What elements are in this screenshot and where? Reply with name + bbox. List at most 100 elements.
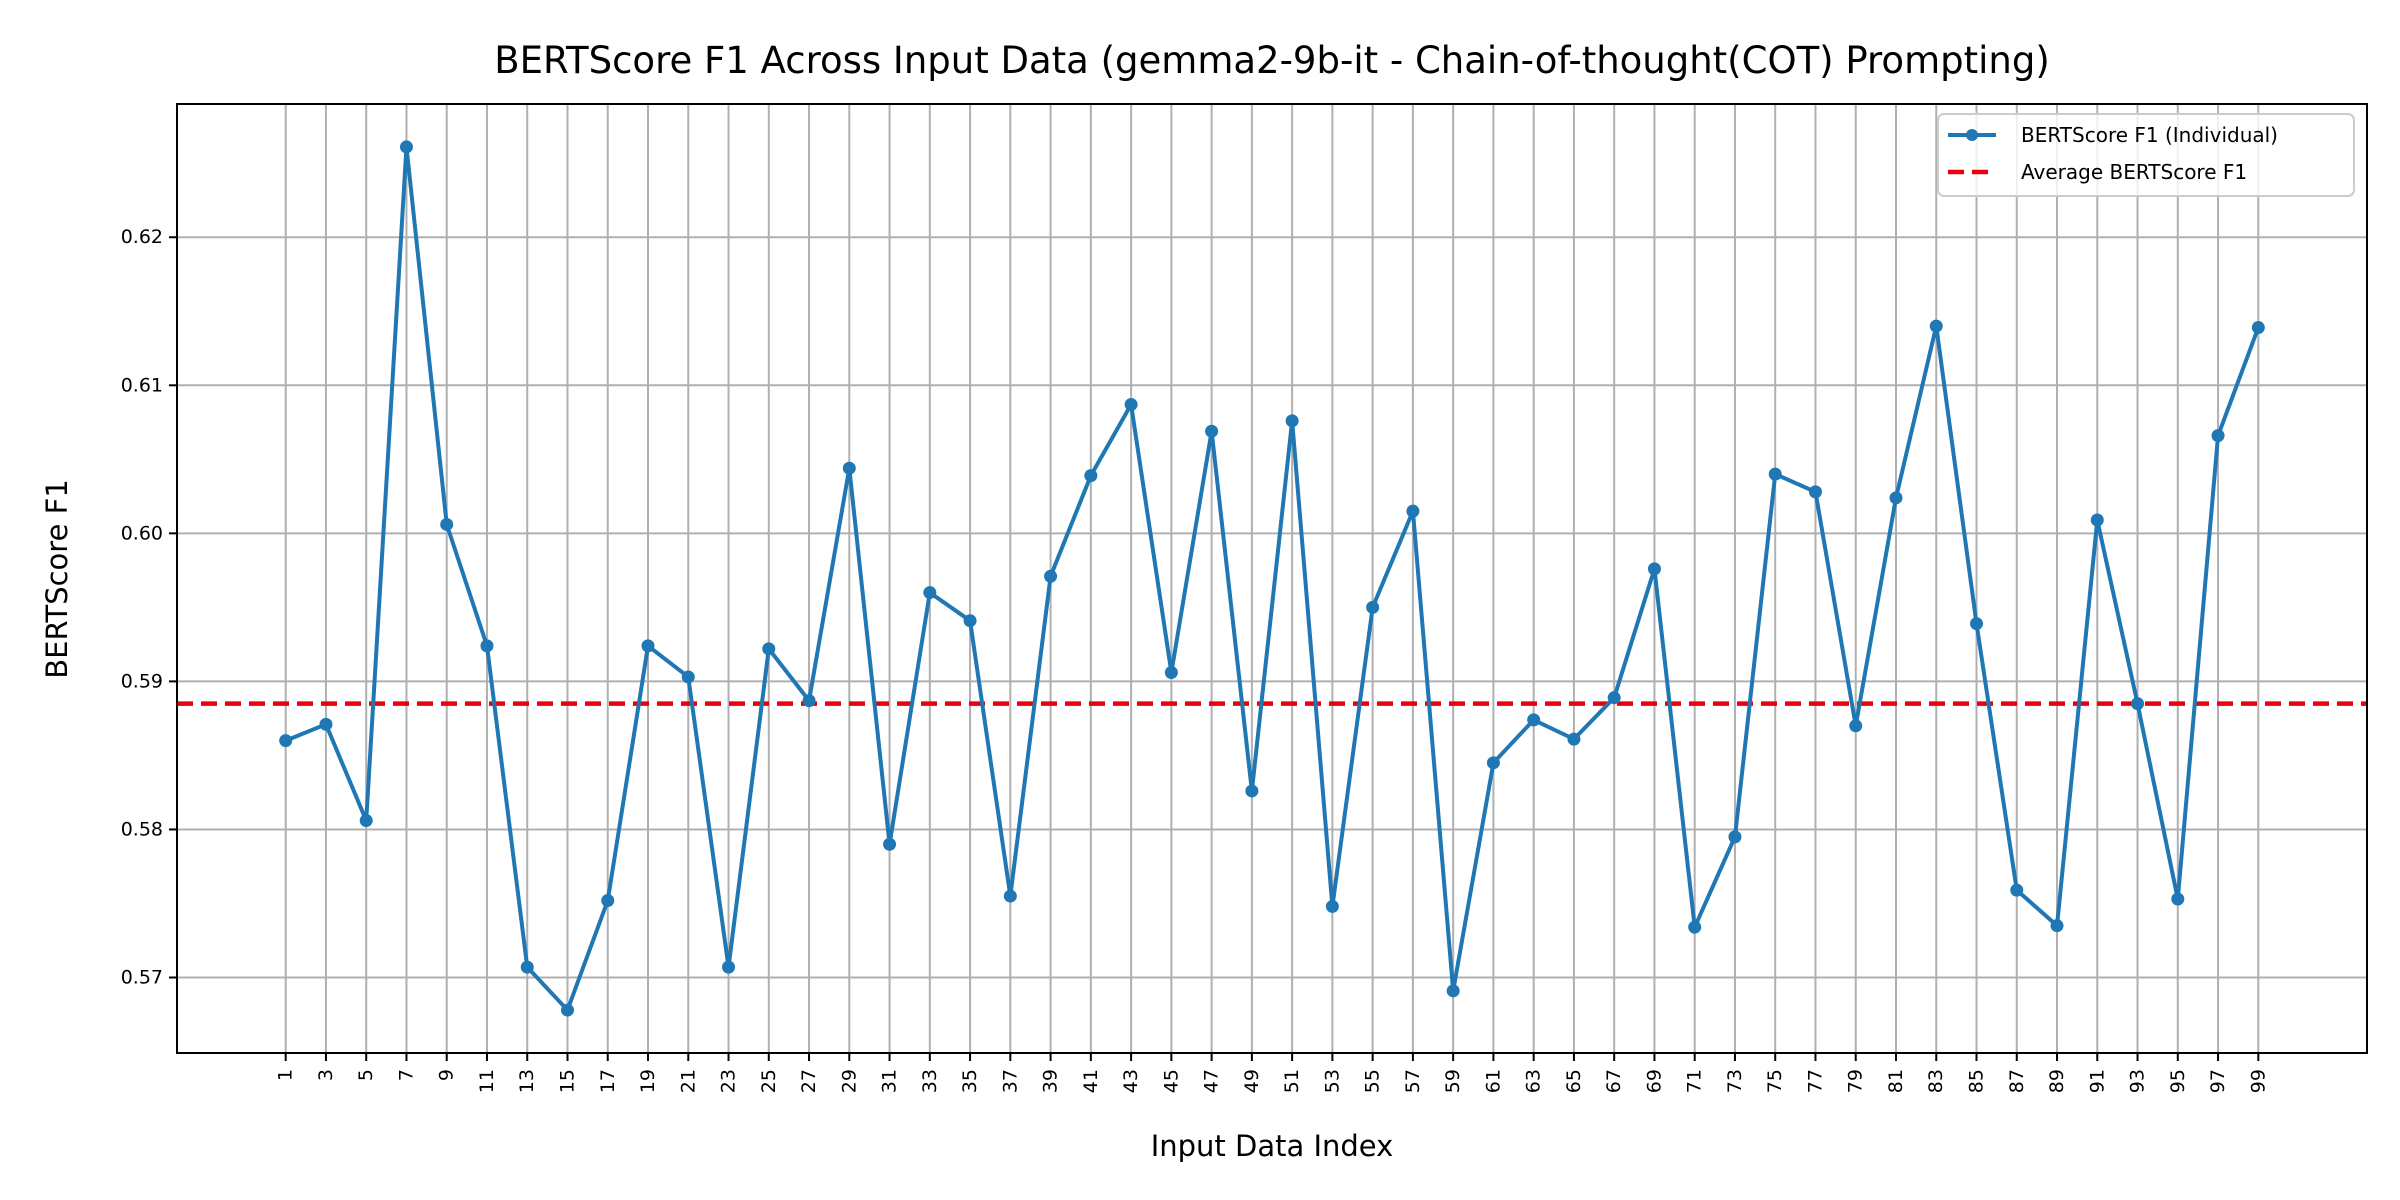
data-point (883, 837, 897, 851)
data-point (681, 670, 695, 684)
x-tick-label: 33 (919, 1069, 941, 1093)
data-point (1567, 732, 1581, 746)
data-point (1205, 424, 1219, 438)
x-tick-label: 13 (516, 1069, 538, 1093)
data-point (399, 140, 413, 154)
plot-frame (176, 103, 2368, 1054)
y-tick-label: 0.58 (121, 818, 163, 840)
x-tick-label: 67 (1603, 1069, 1625, 1093)
data-point (802, 694, 816, 708)
x-tick-label: 17 (597, 1069, 619, 1093)
data-point (2010, 883, 2024, 897)
x-tick-label: 21 (677, 1069, 699, 1093)
data-point (1245, 784, 1259, 798)
data-point (1970, 617, 1984, 631)
data-point (1486, 756, 1500, 770)
x-tick-label: 81 (1885, 1069, 1907, 1093)
x-tick-label: 45 (1160, 1069, 1182, 1093)
data-point (1768, 467, 1782, 481)
x-tick-label: 93 (2127, 1069, 2149, 1093)
data-point (722, 960, 736, 974)
y-tick-label: 0.62 (121, 226, 163, 248)
data-point (279, 734, 293, 748)
data-point (1285, 414, 1299, 428)
data-point (1406, 504, 1420, 518)
series-line (284, 146, 2261, 1014)
x-tick-label: 3 (315, 1069, 337, 1081)
data-point (1889, 491, 1903, 505)
data-point (1164, 666, 1178, 680)
x-tick-label: 73 (1724, 1069, 1746, 1093)
data-point (1003, 889, 1017, 903)
x-tick-label: 7 (395, 1069, 417, 1081)
x-tick-label: 79 (1845, 1069, 1867, 1093)
x-tick-label: 83 (1925, 1069, 1947, 1093)
legend: BERTScore F1 (Individual) Average BERTSc… (1937, 113, 2355, 197)
x-tick-label: 63 (1523, 1069, 1545, 1093)
legend-box (1937, 113, 2355, 197)
x-tick-label: 61 (1482, 1069, 1504, 1093)
x-tick-label: 25 (758, 1069, 780, 1093)
data-point (923, 586, 937, 600)
data-point (1808, 485, 1822, 499)
x-tick-label: 77 (1804, 1069, 1826, 1093)
data-point (1849, 719, 1863, 733)
x-axis-label: Input Data Index (1151, 1129, 1394, 1163)
data-point (2090, 513, 2104, 527)
x-tick-label: 5 (355, 1069, 377, 1081)
data-point (440, 517, 454, 531)
x-tick-label: 91 (2086, 1069, 2108, 1093)
data-point (1325, 899, 1339, 913)
x-tick-label: 95 (2167, 1069, 2189, 1093)
data-point (319, 717, 333, 731)
x-tick-label: 11 (476, 1069, 498, 1093)
y-tick-label: 0.61 (121, 374, 163, 396)
x-tick-label: 59 (1442, 1069, 1464, 1093)
x-tick-label: 9 (436, 1069, 458, 1081)
x-tick-label: 99 (2247, 1069, 2269, 1093)
y-tick-label: 0.59 (121, 670, 163, 692)
x-tick-label: 87 (2006, 1069, 2028, 1093)
data-point (2050, 919, 2064, 933)
series-markers (279, 140, 2265, 1017)
x-tick-label: 39 (1040, 1069, 1062, 1093)
data-point (842, 461, 856, 475)
x-tick-label: 29 (838, 1069, 860, 1093)
x-tick-label: 43 (1120, 1069, 1142, 1093)
data-point (1366, 600, 1380, 614)
x-tick-label: 31 (879, 1069, 901, 1093)
x-tick-label: 65 (1563, 1069, 1585, 1093)
x-tick-label: 75 (1764, 1069, 1786, 1093)
x-tick-label: 19 (637, 1069, 659, 1093)
data-point (1124, 398, 1138, 412)
x-tick-label: 37 (999, 1069, 1021, 1093)
data-point (1044, 569, 1058, 583)
legend-marker-individual (1966, 129, 1978, 141)
data-point (1607, 691, 1621, 705)
y-tick-label: 0.57 (121, 966, 163, 988)
data-point (1688, 920, 1702, 934)
data-point (963, 614, 977, 628)
data-point (1728, 830, 1742, 844)
data-point (2131, 697, 2145, 711)
y-axis-label: BERTScore F1 (40, 479, 74, 679)
x-tick-label: 15 (556, 1069, 578, 1093)
legend-label-average: Average BERTScore F1 (2021, 160, 2247, 184)
data-point (1084, 469, 1098, 483)
data-point (2171, 892, 2185, 906)
data-point (2251, 321, 2265, 335)
data-point (480, 639, 494, 653)
x-tick-label: 35 (959, 1069, 981, 1093)
x-tick-label: 55 (1362, 1069, 1384, 1093)
data-point (1527, 713, 1541, 727)
y-tick-label: 0.60 (121, 522, 163, 544)
x-tick-label: 49 (1241, 1069, 1263, 1093)
x-tick-label: 71 (1684, 1069, 1706, 1093)
legend-label-individual: BERTScore F1 (Individual) (2021, 123, 2278, 147)
x-tick-label: 85 (1966, 1069, 1988, 1093)
data-point (1929, 319, 1943, 333)
x-tick-label: 23 (718, 1069, 740, 1093)
data-point (520, 960, 534, 974)
